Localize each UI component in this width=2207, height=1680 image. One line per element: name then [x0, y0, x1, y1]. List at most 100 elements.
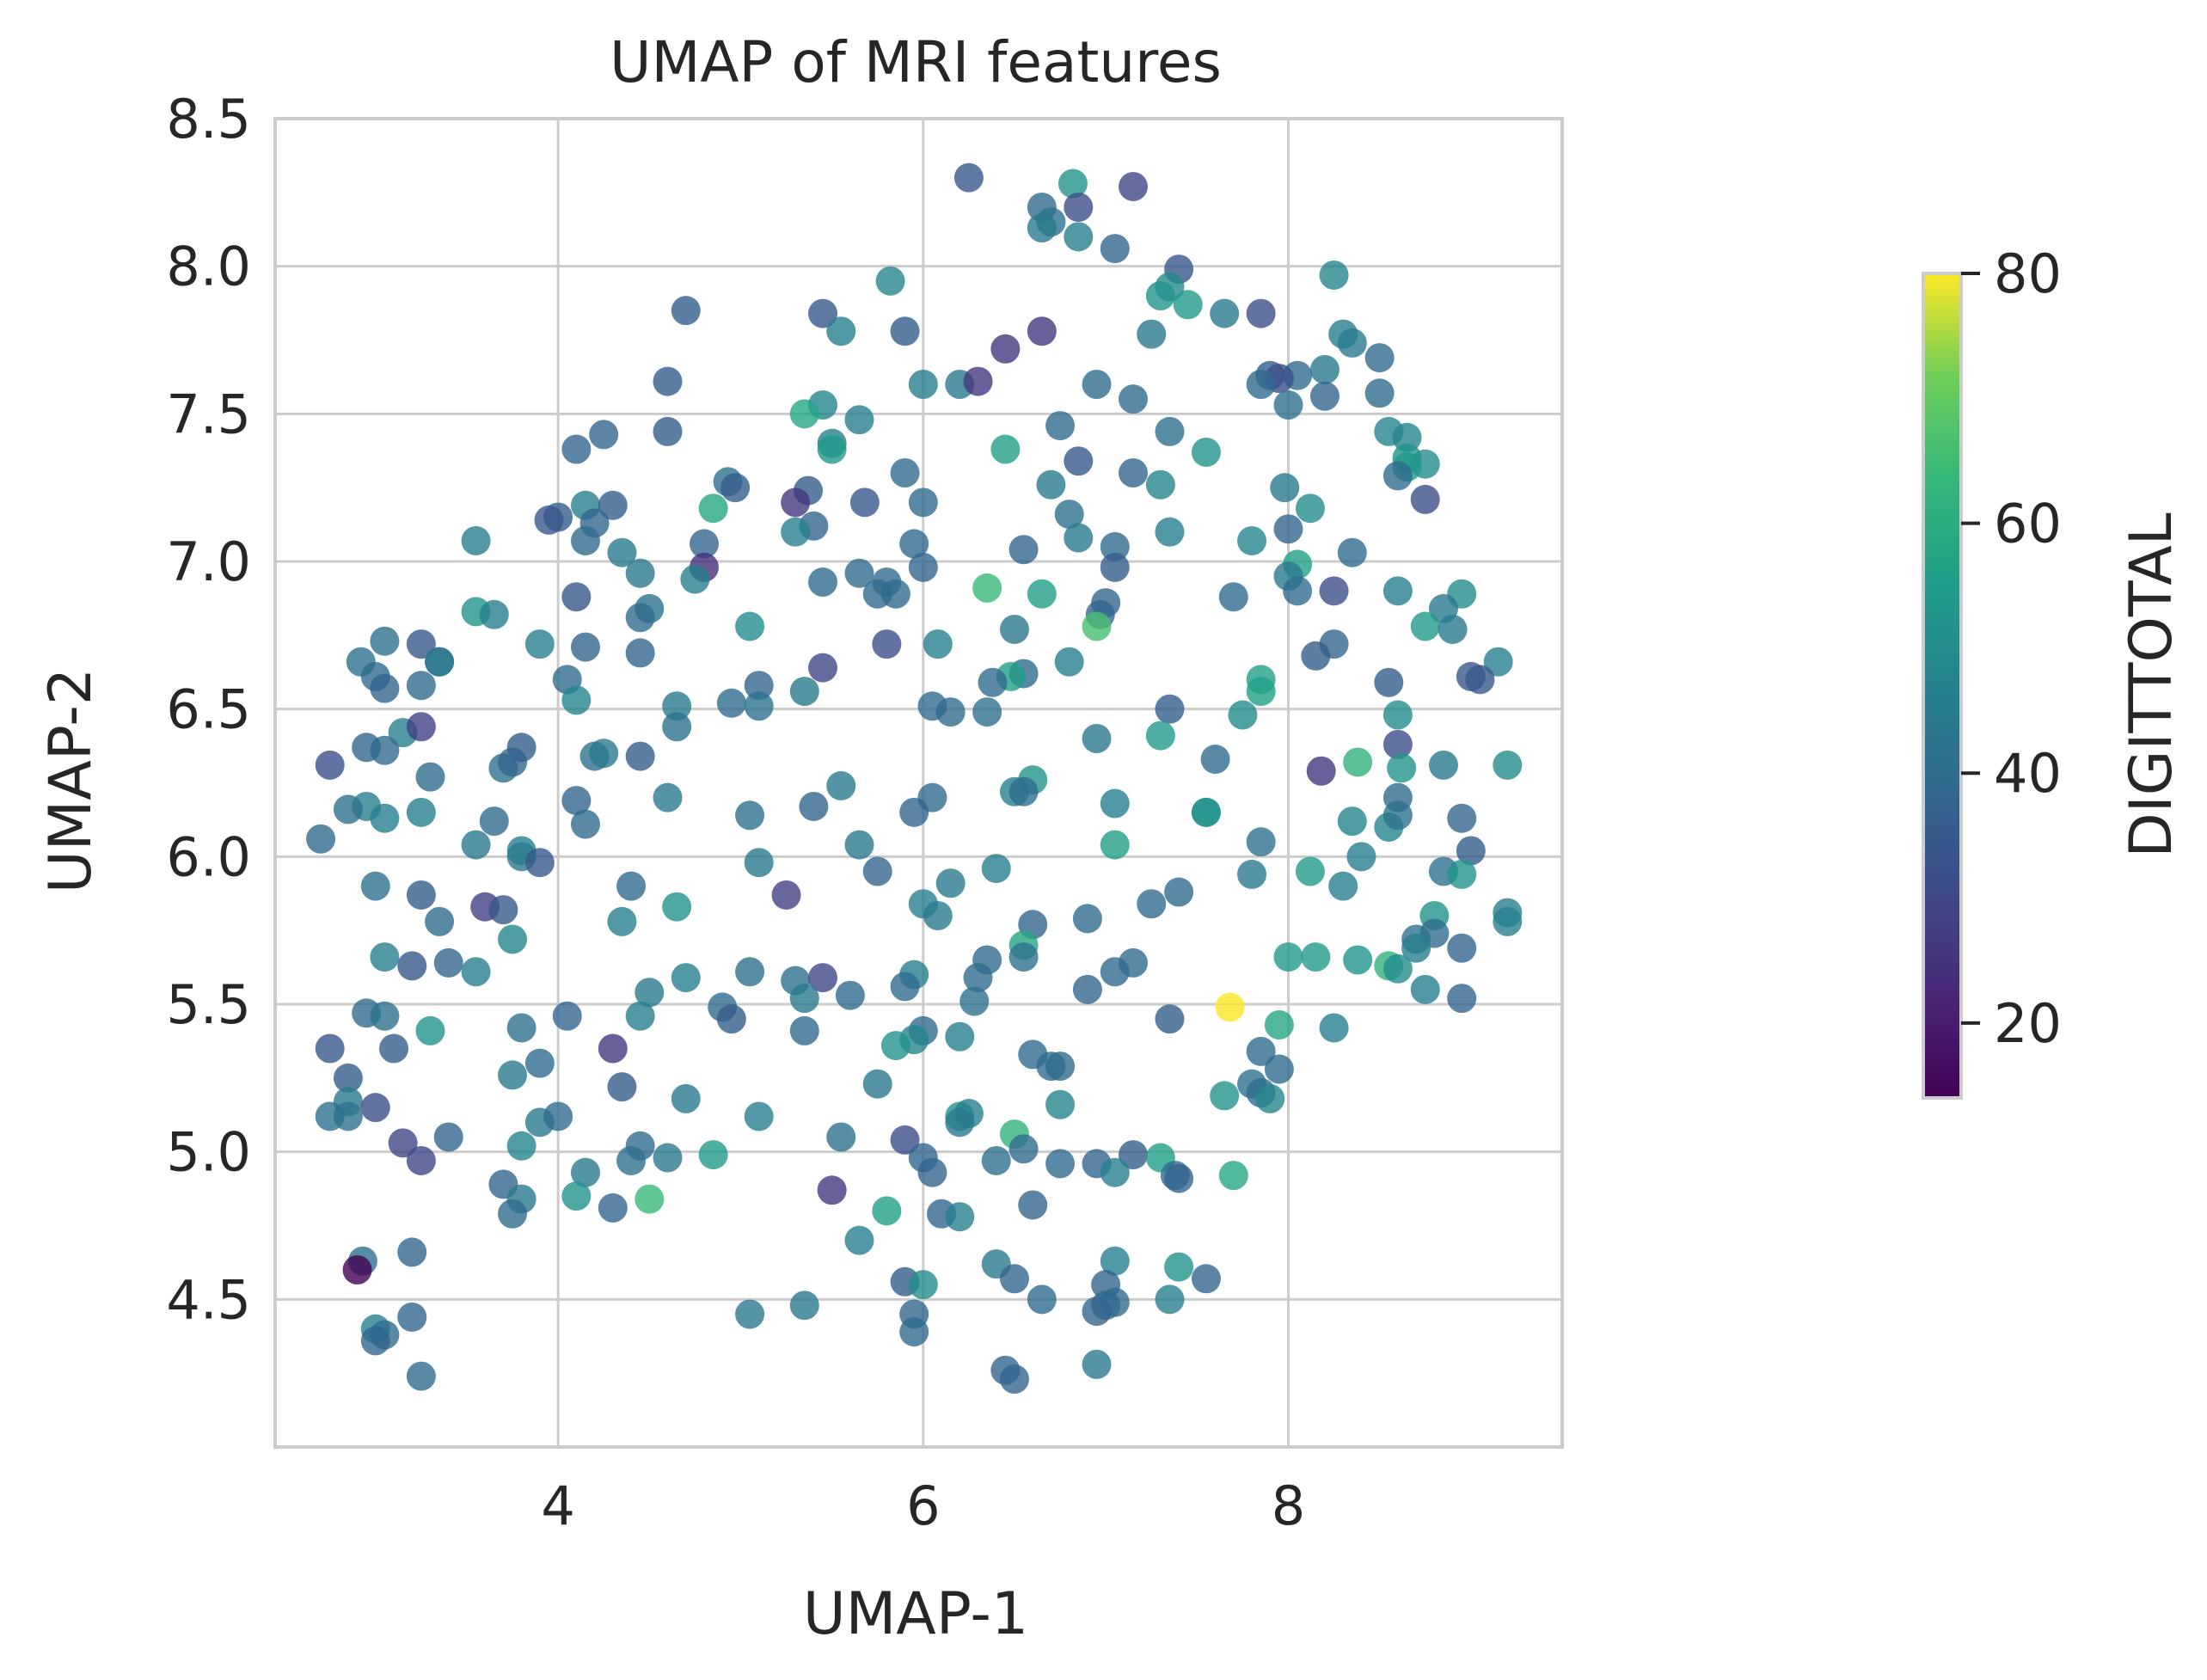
data-point [1072, 974, 1102, 1004]
data-point [990, 434, 1021, 464]
data-point [1465, 665, 1495, 695]
data-point [524, 1048, 555, 1078]
data-point [479, 599, 509, 629]
y-tick-label: 8.0 [166, 236, 251, 298]
data-point [425, 647, 455, 677]
data-point [561, 582, 592, 612]
data-point [1382, 729, 1413, 759]
data-point [849, 487, 880, 518]
data-point [415, 1015, 445, 1045]
data-point [917, 1157, 947, 1187]
data-point [781, 517, 811, 547]
data-point [690, 529, 719, 559]
data-point [1218, 582, 1248, 612]
data-point [1328, 871, 1358, 901]
data-point [1246, 827, 1276, 857]
data-point [716, 1004, 746, 1034]
data-point [1027, 1285, 1057, 1315]
data-point [1100, 957, 1130, 987]
plot-frame [273, 117, 1564, 1449]
data-point [1027, 316, 1057, 346]
colorbar-tick-label: 60 [1994, 493, 2062, 555]
data-point [1064, 193, 1094, 222]
chart-title: UMAP of MRI features [610, 29, 1222, 95]
data-point [862, 856, 892, 886]
data-point [653, 416, 683, 446]
data-point [589, 420, 619, 450]
data-point [1410, 611, 1440, 641]
data-point [981, 1145, 1011, 1175]
data-point [817, 1175, 847, 1205]
x-tick-label: 8 [1272, 1475, 1305, 1537]
data-point [1301, 942, 1331, 972]
data-point [1155, 1285, 1185, 1315]
data-point [1337, 328, 1367, 358]
data-point [552, 1001, 582, 1031]
data-point [1382, 576, 1413, 606]
data-point [826, 1122, 856, 1152]
data-point [333, 1101, 363, 1131]
data-point [972, 697, 1002, 727]
data-point [1064, 446, 1094, 476]
data-point [963, 366, 993, 396]
data-point [1100, 1246, 1130, 1276]
data-point [1283, 576, 1313, 606]
data-point [1215, 992, 1245, 1022]
data-point [570, 632, 600, 662]
data-point [890, 316, 920, 346]
data-point [1100, 1157, 1130, 1187]
y-tick-label: 7.0 [166, 530, 251, 593]
data-point [1246, 677, 1276, 707]
data-point [561, 1181, 592, 1211]
data-point [433, 1122, 463, 1152]
data-point [1119, 171, 1148, 201]
data-point [561, 434, 592, 464]
data-point [1382, 953, 1413, 984]
data-point [315, 750, 345, 780]
data-point [1164, 1163, 1194, 1193]
data-point [1374, 667, 1404, 697]
data-point [1447, 933, 1477, 963]
data-point [1301, 641, 1331, 671]
colorbar-gradient [1922, 272, 1963, 1100]
data-point [789, 1291, 819, 1321]
data-point [1246, 370, 1276, 399]
data-point [1273, 514, 1303, 544]
data-point [524, 848, 555, 878]
data-point [1306, 756, 1336, 786]
data-point [999, 614, 1029, 644]
data-point [379, 1033, 409, 1064]
data-point [1164, 877, 1194, 907]
data-point [1447, 859, 1477, 889]
data-point [959, 986, 990, 1016]
data-point [945, 1202, 975, 1232]
data-point [1264, 1010, 1294, 1040]
data-point [1054, 647, 1084, 677]
data-point [598, 1193, 628, 1223]
data-point [1319, 1013, 1349, 1043]
data-point [908, 1270, 938, 1300]
data-point [406, 1145, 436, 1175]
data-point [1018, 1190, 1048, 1220]
data-point [1438, 614, 1468, 644]
data-point [1346, 842, 1376, 872]
data-point [1295, 856, 1325, 886]
y-tick-label: 7.5 [166, 383, 251, 445]
data-point [570, 525, 600, 555]
data-point [744, 1101, 774, 1131]
data-point [1054, 500, 1084, 530]
data-point [1246, 298, 1276, 328]
data-point [1064, 222, 1094, 252]
y-tick-label: 6.5 [166, 678, 251, 741]
data-point [908, 552, 938, 582]
data-point [370, 942, 400, 972]
data-point [388, 1128, 418, 1158]
data-point [616, 871, 647, 901]
data-point [370, 673, 400, 703]
data-point [524, 629, 555, 659]
data-point [1410, 974, 1440, 1004]
data-point [333, 1063, 363, 1093]
data-point [680, 564, 710, 594]
data-point [808, 653, 838, 683]
data-point [406, 712, 436, 742]
